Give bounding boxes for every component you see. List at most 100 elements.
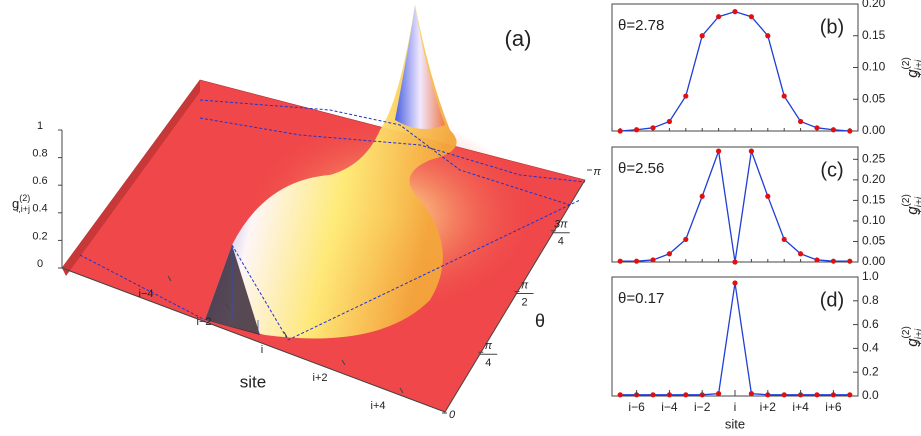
x-tick-label: i−6 bbox=[628, 400, 645, 414]
point bbox=[781, 93, 787, 99]
x-label: site bbox=[725, 416, 745, 431]
z-label-sub: i,i+j bbox=[16, 204, 30, 214]
point bbox=[748, 391, 755, 397]
y-tick-label: 0.6 bbox=[862, 317, 879, 331]
point bbox=[716, 14, 722, 20]
point bbox=[748, 148, 755, 154]
point bbox=[634, 258, 640, 264]
y-tick-num: 3π bbox=[554, 219, 568, 231]
x-tick-label: i−2 bbox=[197, 316, 212, 328]
point bbox=[617, 258, 623, 264]
z-tick-label: 0.6 bbox=[32, 175, 47, 187]
point bbox=[699, 33, 705, 39]
y-tick-label: 0.2 bbox=[862, 364, 879, 378]
panel-label: (b) bbox=[820, 16, 844, 38]
surface bbox=[61, 5, 586, 413]
y-tick-label: 0.00 bbox=[862, 254, 886, 268]
point bbox=[617, 128, 623, 134]
panel-label: (d) bbox=[820, 289, 844, 311]
y-tick-label: π bbox=[593, 166, 601, 178]
y-tick-den: 2 bbox=[521, 296, 527, 308]
panel-label: (a) bbox=[505, 26, 532, 51]
z-tick-label: 0.4 bbox=[32, 203, 47, 215]
y-tick-label: 0.05 bbox=[862, 91, 886, 105]
y-tick-label: 0.25 bbox=[862, 151, 886, 165]
y-tick-label: 0.10 bbox=[862, 60, 886, 74]
axis-label-base: g bbox=[904, 338, 921, 347]
axis-label-sub: i,i+j bbox=[914, 196, 921, 212]
point bbox=[847, 258, 853, 264]
y-tick-den: 4 bbox=[485, 357, 491, 369]
point bbox=[716, 391, 722, 397]
z-tick-label: 0.8 bbox=[32, 148, 47, 160]
z-tick-label: 1 bbox=[37, 120, 43, 132]
x-tick-label: i bbox=[734, 400, 737, 414]
x-label: site bbox=[240, 372, 266, 391]
point bbox=[683, 93, 689, 99]
x-tick-label: i+6 bbox=[825, 400, 842, 414]
y-tick-label: 0.20 bbox=[862, 0, 886, 10]
annotation: θ=2.56 bbox=[618, 160, 664, 177]
axis-label-sub: i,i+j bbox=[914, 328, 921, 344]
point bbox=[847, 128, 853, 134]
y-tick-label: 0.00 bbox=[862, 123, 886, 137]
z-label-sup: (2) bbox=[19, 193, 30, 203]
point bbox=[617, 392, 623, 398]
point bbox=[765, 33, 771, 39]
y-tick-den: 4 bbox=[558, 236, 564, 248]
annotation: θ=0.17 bbox=[618, 290, 664, 307]
z-label-base: g bbox=[12, 196, 19, 211]
axis-label-base: g bbox=[904, 206, 921, 215]
x-tick bbox=[167, 275, 172, 282]
axis-label-sup: (2) bbox=[901, 194, 912, 206]
z-tick-label: 0.2 bbox=[32, 230, 47, 242]
y-tick-num: π bbox=[521, 279, 529, 291]
point bbox=[748, 14, 755, 20]
x-tick-label: i+4 bbox=[792, 400, 809, 414]
point bbox=[814, 392, 820, 398]
y-tick-label: 0.15 bbox=[862, 193, 886, 207]
point bbox=[781, 392, 787, 398]
panel-label: (c) bbox=[820, 159, 843, 181]
point bbox=[683, 236, 689, 243]
y-tick-label: 0.20 bbox=[862, 172, 886, 186]
x-tick-label: i+2 bbox=[313, 372, 328, 384]
y-tick-label: 0.15 bbox=[862, 28, 886, 42]
axis-label-base: g bbox=[904, 69, 921, 78]
y-tick-label: 1.0 bbox=[862, 269, 879, 283]
x-tick-label: i−2 bbox=[694, 400, 711, 414]
x-tick-label: i+2 bbox=[760, 400, 777, 414]
point bbox=[732, 9, 738, 15]
z-label: g(2) i,i+j bbox=[12, 193, 30, 214]
y-tick-label: 0.4 bbox=[862, 341, 879, 355]
point bbox=[814, 125, 820, 131]
axis-label: g(2) i,i+j bbox=[901, 326, 921, 347]
x-tick bbox=[399, 387, 404, 394]
point bbox=[650, 257, 656, 263]
point bbox=[798, 118, 804, 125]
axis-label-sup: (2) bbox=[901, 57, 912, 69]
point bbox=[716, 148, 722, 154]
point bbox=[847, 392, 853, 398]
point bbox=[732, 259, 738, 265]
x-tick-label: i−4 bbox=[661, 400, 678, 414]
x-tick-label: i+4 bbox=[371, 400, 386, 412]
point bbox=[814, 257, 820, 263]
point bbox=[683, 392, 689, 398]
point bbox=[666, 251, 673, 257]
y-tick-label: 0.0 bbox=[862, 388, 879, 402]
point bbox=[798, 251, 804, 257]
point bbox=[699, 193, 705, 199]
point bbox=[650, 392, 656, 398]
x-tick bbox=[341, 359, 346, 366]
y-tick-num: π bbox=[485, 340, 493, 352]
axis-label: g(2) i,i+j bbox=[901, 57, 921, 78]
point bbox=[781, 236, 787, 243]
y-tick-label: 0.05 bbox=[862, 234, 886, 248]
y-label: θ bbox=[535, 311, 545, 331]
point bbox=[666, 118, 673, 125]
z-tick-label: 0 bbox=[37, 258, 43, 270]
y-tick-label: 0.8 bbox=[862, 293, 879, 307]
x-tick-label: i−4 bbox=[139, 288, 154, 300]
